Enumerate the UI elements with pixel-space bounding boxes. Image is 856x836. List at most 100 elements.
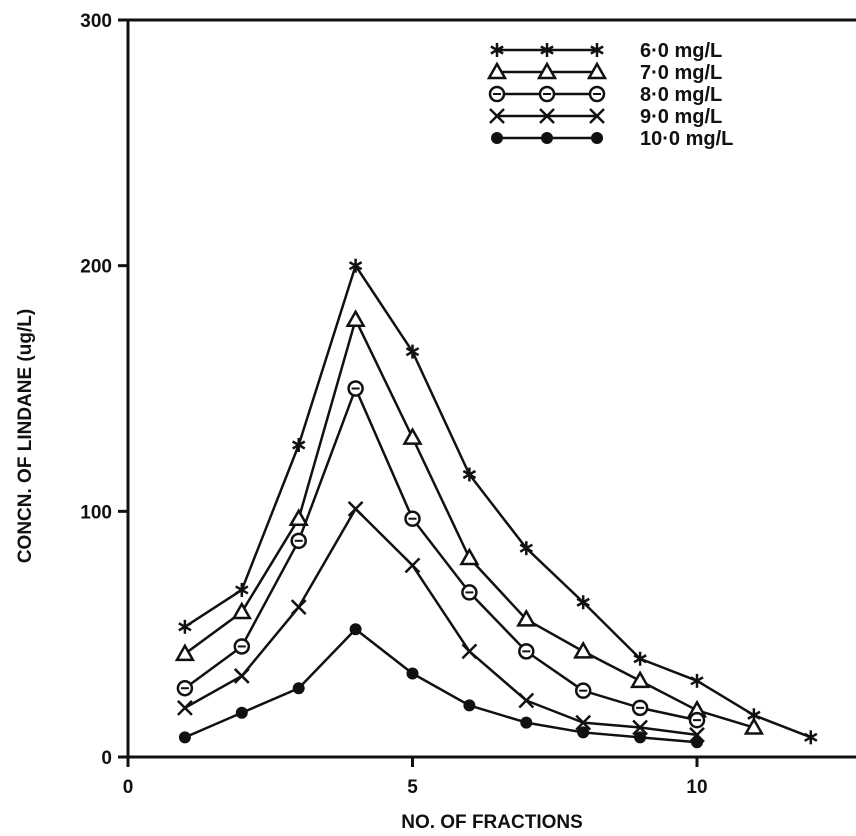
data-point (178, 619, 192, 634)
data-point (632, 719, 648, 736)
data-point (347, 500, 364, 517)
data-point (518, 643, 535, 660)
legend: 6·0 mg/L7·0 mg/L8·0 mg/L9·0 mg/L10·0 mg/… (486, 40, 733, 150)
x-stroke (290, 599, 307, 616)
data-point (461, 643, 478, 660)
data-point (233, 638, 251, 655)
data-point (461, 584, 478, 601)
legend-label: 10·0 mg/L (640, 128, 733, 150)
y-axis-title: CONCN. OF LINDANE (ug/L) (15, 309, 36, 563)
legend-entry: 9·0 mg/L (489, 106, 722, 128)
data-point (690, 673, 704, 688)
data-point (519, 541, 534, 556)
legend-marker (538, 85, 556, 103)
data-point (290, 599, 307, 616)
legend-entry: 7·0 mg/L (486, 61, 722, 84)
data-point (804, 730, 818, 745)
x-tick-label: 5 (407, 777, 418, 798)
data-point (235, 706, 248, 719)
asterisk-stroke (576, 597, 590, 607)
series-4 (177, 500, 705, 743)
legend-marker (490, 43, 504, 57)
x-stroke (461, 643, 478, 660)
series-line (184, 264, 812, 739)
data-point (178, 731, 191, 744)
asterisk-stroke (490, 45, 504, 55)
series-line (184, 318, 755, 729)
data-point (233, 668, 250, 684)
legend-label: 7·0 mg/L (640, 62, 722, 84)
data-point (177, 699, 193, 716)
asterisk-stroke (519, 543, 534, 553)
legend-marker (536, 61, 558, 80)
x-stroke (233, 668, 250, 684)
y-tick-label: 100 (80, 502, 112, 523)
series-line (184, 387, 698, 722)
data-point (520, 716, 533, 729)
data-point (288, 508, 309, 526)
asterisk-stroke (235, 585, 249, 595)
data-point (291, 438, 306, 453)
x-stroke (518, 692, 535, 709)
legend-label: 8·0 mg/L (640, 84, 722, 106)
data-point (404, 510, 421, 527)
legend-marker (540, 43, 554, 57)
data-point (402, 427, 423, 445)
data-point (349, 623, 362, 636)
x-axis-title: NO. OF FRACTIONS (401, 812, 583, 833)
axis-ticks: 0 100 200 300 0 5 10 (80, 11, 707, 798)
y-tick-label: 0 (101, 748, 112, 769)
x-stroke (177, 699, 193, 716)
series-3 (176, 380, 706, 729)
asterisk-stroke (405, 347, 420, 357)
series-2 (174, 309, 765, 735)
axes (118, 18, 856, 759)
legend-marker (491, 132, 503, 144)
legend-entry: 8·0 mg/L (488, 84, 722, 106)
series-line (184, 628, 698, 744)
x-stroke (347, 500, 364, 517)
legend-marker (486, 61, 508, 80)
data-point (292, 682, 305, 695)
legend-marker (589, 108, 605, 124)
series-5 (178, 623, 703, 749)
data-point (634, 731, 647, 744)
data-point (404, 557, 421, 574)
data-point (290, 532, 307, 550)
x-tick-label: 0 (123, 777, 134, 798)
legend-marker (539, 108, 555, 124)
asterisk-stroke (462, 469, 477, 480)
asterisk-stroke (291, 440, 306, 450)
x-stroke (632, 719, 648, 736)
legend-marker (489, 108, 505, 124)
data-point (629, 670, 651, 689)
data-point (463, 699, 476, 712)
data-point (577, 726, 590, 739)
legend-label: 6·0 mg/L (640, 40, 722, 62)
data-point (574, 682, 592, 699)
y-tick-label: 300 (80, 11, 112, 32)
data-point (405, 344, 420, 359)
data-point (576, 595, 590, 610)
asterisk-stroke (633, 654, 647, 664)
data-point (691, 736, 703, 749)
legend-marker (588, 85, 606, 103)
legend-label: 9·0 mg/L (640, 106, 722, 128)
data-point (345, 309, 366, 327)
x-tick-label: 10 (686, 777, 707, 798)
x-stroke (539, 108, 555, 124)
data-point (518, 692, 535, 709)
data-point (459, 547, 480, 566)
asterisk-stroke (178, 622, 192, 632)
data-point (631, 699, 649, 717)
data-point (176, 679, 194, 697)
legend-entry: 6·0 mg/L (490, 40, 722, 62)
data-point (231, 601, 252, 620)
asterisk-stroke (348, 261, 363, 271)
legend-marker (541, 132, 553, 144)
y-tick-label: 200 (80, 257, 112, 278)
legend-entry: 10·0 mg/L (491, 128, 733, 150)
legend-marker (488, 85, 506, 103)
data-point (348, 258, 363, 273)
x-stroke (489, 108, 505, 124)
